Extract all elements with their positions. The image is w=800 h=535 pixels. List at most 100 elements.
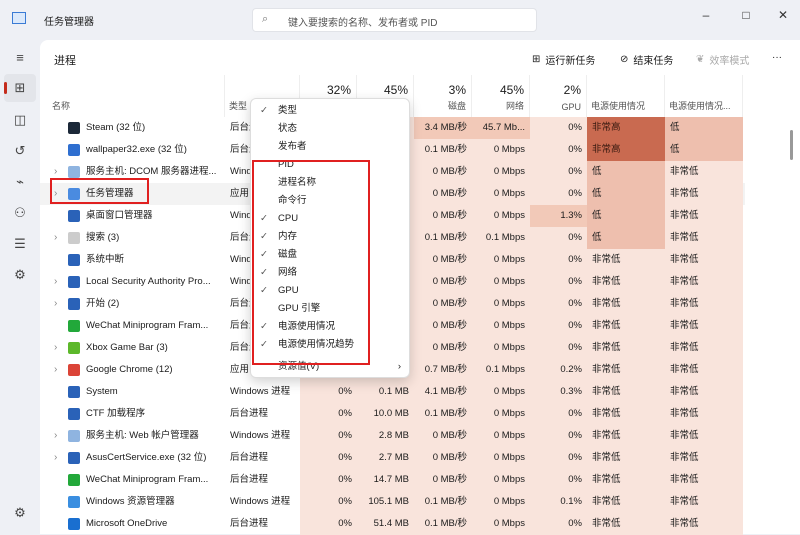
sidebar-item-startup[interactable]: ⌁	[16, 174, 24, 189]
column-cpu[interactable]: 32%	[300, 75, 357, 117]
expand-chevron-icon[interactable]: ›	[54, 298, 58, 309]
network-value: 0 Mbps	[472, 139, 530, 161]
disk-value: 0.1 MB/秒	[414, 403, 472, 425]
column-name[interactable]: 名称	[40, 75, 225, 117]
power-value: 非常低	[587, 381, 665, 403]
gpu-value: 0%	[530, 117, 587, 139]
menu-item[interactable]: ✓ 电源使用情况	[251, 318, 409, 336]
menu-item[interactable]: ✓ GPU	[251, 282, 409, 300]
expand-chevron-icon[interactable]: ›	[54, 276, 58, 287]
menu-item-label: 命令行	[278, 195, 307, 206]
menu-item[interactable]: ✓ 磁盘	[251, 246, 409, 264]
table-row[interactable]: Microsoft OneDrive 后台进程 0% 51.4 MB 0.1 MB/秒 0…	[40, 513, 745, 535]
table-row[interactable]: Windows 资源管理器 Windows 进程 0% 105.1 MB 0.1 MB/…	[40, 491, 745, 513]
menu-item[interactable]: 状态	[251, 120, 409, 138]
power-value: 非常低	[587, 447, 665, 469]
menu-item-label: 状态	[278, 123, 298, 134]
expand-chevron-icon[interactable]: ›	[54, 188, 58, 199]
disk-value: 0.1 MB/秒	[414, 513, 472, 535]
maximize-button[interactable]: □	[742, 8, 750, 22]
expand-chevron-icon[interactable]: ›	[54, 342, 58, 353]
column-type[interactable]: 类型	[225, 75, 300, 117]
sidebar-item-processes[interactable]: ⊞	[4, 74, 36, 102]
process-type: Windows 进程	[230, 386, 291, 397]
process-icon	[68, 364, 80, 376]
table-row[interactable]: CTF 加载程序 后台进程 0% 10.0 MB 0.1 MB/秒 0 Mbps 0% 非常低…	[40, 403, 745, 425]
power-value: 低	[587, 161, 665, 183]
expand-chevron-icon[interactable]: ›	[54, 166, 58, 177]
table-row[interactable]: › 服务主机: Web 帐户管理器 Windows 进程 0% 2.8 MB 0 MB/秒…	[40, 425, 745, 447]
column-disk[interactable]: 3% 磁盘	[414, 75, 472, 117]
menu-item-label: 发布者	[278, 141, 307, 152]
sidebar-item-performance[interactable]: ◫	[13, 112, 27, 127]
menu-item[interactable]: ✓ 类型	[251, 102, 409, 120]
menu-item[interactable]: ✓ 内存	[251, 228, 409, 246]
power-value: 低	[587, 183, 665, 205]
sidebar-item-services[interactable]: ⚙	[14, 267, 26, 282]
column-gpu[interactable]: 2% GPU	[530, 75, 587, 117]
table-row[interactable]: System Windows 进程 0% 0.1 MB 4.1 MB/秒 0 Mbps 0.…	[40, 381, 745, 403]
sidebar-item-details[interactable]: ☰	[14, 236, 26, 251]
efficiency-mode-button[interactable]: ❦ 效率模式	[696, 52, 749, 67]
cpu-value: 0%	[300, 513, 357, 535]
minimize-button[interactable]: –	[702, 8, 710, 22]
power-trend-value: 非常低	[665, 205, 743, 227]
power-trend-value: 非常低	[665, 381, 743, 403]
menu-item[interactable]: 进程名称	[251, 174, 409, 192]
run-task-icon: ⊞	[532, 54, 541, 65]
settings-icon[interactable]: ⚙	[14, 505, 26, 520]
search-input[interactable]: ⌕ 键入要搜索的名称、发布者或 PID	[252, 8, 537, 32]
menu-item-resource-values[interactable]: 资源值(V) ›	[251, 358, 409, 376]
sidebar-item-app-history[interactable]: ↺	[14, 143, 26, 158]
disk-value: 0.1 MB/秒	[414, 491, 472, 513]
more-button[interactable]: ···	[772, 52, 782, 63]
menu-item[interactable]: ✓ CPU	[251, 210, 409, 228]
column-power-trend[interactable]: 电源使用情况...	[665, 75, 743, 117]
run-new-task-button[interactable]: ⊞ 运行新任务	[532, 52, 595, 67]
process-icon	[68, 254, 80, 266]
gpu-value: 0.1%	[530, 491, 587, 513]
check-icon: ✓	[260, 213, 268, 224]
column-network[interactable]: 45% 网络	[472, 75, 530, 117]
end-task-button[interactable]: ⊘ 结束任务	[620, 52, 673, 67]
power-value: 非常低	[587, 249, 665, 271]
expand-chevron-icon[interactable]: ›	[54, 232, 58, 243]
column-memory[interactable]: 45%	[357, 75, 414, 117]
network-value: 0 Mbps	[472, 381, 530, 403]
network-value: 0.1 Mbps	[472, 359, 530, 381]
process-icon	[68, 298, 80, 310]
menu-item[interactable]: ✓ 网络	[251, 264, 409, 282]
process-icon	[68, 408, 80, 420]
menu-item[interactable]: 命令行	[251, 192, 409, 210]
table-row[interactable]: › AsusCertService.exe (32 位) 后台进程 0% 2.7 MB 0…	[40, 447, 745, 469]
check-icon: ✓	[260, 267, 268, 278]
menu-item[interactable]: PID	[251, 156, 409, 174]
gpu-value: 0%	[530, 337, 587, 359]
process-name: System	[86, 386, 118, 397]
menu-item[interactable]: GPU 引擎	[251, 300, 409, 318]
network-value: 0 Mbps	[472, 293, 530, 315]
expand-chevron-icon[interactable]: ›	[54, 452, 58, 463]
check-icon: ✓	[260, 285, 268, 296]
sidebar-item-users[interactable]: ⚇	[14, 205, 26, 220]
disk-value: 0 MB/秒	[414, 293, 472, 315]
column-power[interactable]: 电源使用情况	[587, 75, 665, 117]
table-row[interactable]: WeChat Miniprogram Fram... 后台进程 0% 14.7 MB 0…	[40, 469, 745, 491]
expand-chevron-icon[interactable]: ›	[54, 364, 58, 375]
menu-item[interactable]: 发布者	[251, 138, 409, 156]
sidebar: ≡ ⊞ ◫ ↺ ⌁ ⚇ ☰ ⚙ ⚙	[0, 40, 40, 534]
process-type: Windows 进程	[230, 276, 250, 287]
power-value: 非常低	[587, 271, 665, 293]
expand-chevron-icon[interactable]: ›	[54, 430, 58, 441]
check-icon: ✓	[260, 249, 268, 260]
menu-item-label: 进程名称	[278, 177, 317, 188]
app-title: 任务管理器	[44, 17, 94, 28]
hamburger-menu-icon[interactable]: ≡	[16, 50, 24, 65]
run-task-label: 运行新任务	[545, 56, 596, 67]
menu-item[interactable]: ✓ 电源使用情况趋势	[251, 336, 409, 354]
scrollbar[interactable]	[790, 130, 793, 160]
close-button[interactable]: ✕	[777, 8, 789, 22]
cpu-value: 0%	[300, 447, 357, 469]
process-type: 后台进程	[230, 474, 269, 485]
gpu-value: 0%	[530, 249, 587, 271]
